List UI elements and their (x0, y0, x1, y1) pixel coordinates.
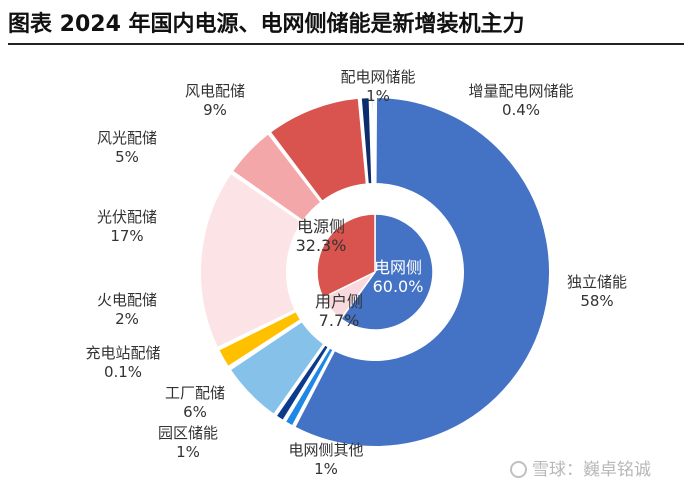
outer-slice-1 (283, 346, 335, 428)
inner-label-电源侧-value: 32.3% (296, 236, 347, 255)
outer-label-4-value: 0.1% (104, 363, 142, 381)
outer-label-10-value: 0.4% (502, 101, 540, 119)
inner-label-用户侧-value: 7.7% (319, 311, 360, 330)
outer-labels: 独立储能58%电网侧其他1%园区储能1%工厂配储6%充电站配储0.1%火电配储2… (85, 68, 627, 478)
snowball-logo-icon (510, 461, 527, 478)
title-rule (8, 43, 684, 45)
outer-label-0-value: 58% (580, 292, 613, 310)
outer-label-5-name: 火电配储 (97, 291, 157, 309)
outer-slice-0 (293, 95, 551, 448)
outer-label-9-value: 1% (366, 87, 390, 105)
outer-label-8-name: 风电配储 (185, 82, 245, 100)
outer-label-4-name: 充电站配储 (85, 344, 160, 362)
inner-slice-2 (316, 213, 376, 299)
outer-label-1-name: 电网侧其他 (288, 441, 363, 459)
outer-label-7-value: 5% (115, 148, 139, 166)
outer-label-1-value: 1% (314, 460, 338, 478)
outer-slice-5 (216, 309, 303, 369)
watermark: 雪球：巍卓铭诚 (510, 455, 651, 480)
outer-slice-9 (359, 96, 374, 186)
outer-label-8-value: 9% (203, 101, 227, 119)
outer-slice-6 (199, 171, 304, 350)
outer-slice-8 (268, 96, 368, 204)
inner-label-电网侧-name: 电网侧 (374, 258, 422, 277)
inner-slice-0 (339, 213, 434, 331)
outer-ring (199, 95, 551, 448)
outer-label-10-name: 增量配电网储能 (468, 82, 573, 100)
inner-label-用户侧-name: 用户侧 (315, 292, 363, 311)
inner-pie (316, 213, 434, 331)
outer-slice-3 (228, 319, 326, 417)
outer-slice-2 (274, 343, 331, 423)
outer-slice-10 (370, 95, 376, 186)
outer-label-3-name: 工厂配储 (165, 384, 225, 402)
outer-label-7-name: 风光配储 (97, 129, 157, 147)
outer-label-2-value: 1% (176, 443, 200, 461)
inner-label-电网侧-value: 60.0% (373, 277, 424, 296)
outer-slice-7 (230, 131, 323, 223)
watermark-text: 雪球：巍卓铭诚 (532, 460, 651, 480)
outer-label-3-value: 6% (183, 403, 207, 421)
outer-label-6-name: 光伏配储 (97, 208, 157, 226)
outer-label-5-value: 2% (115, 310, 139, 328)
outer-label-6-value: 17% (110, 227, 143, 245)
outer-label-9-name: 配电网储能 (340, 68, 415, 86)
outer-label-0-name: 独立储能 (567, 273, 627, 291)
outer-label-2-name: 园区储能 (158, 424, 218, 442)
inner-label-电源侧-name: 电源侧 (297, 217, 345, 236)
chart-title: 图表 2024 年国内电源、电网侧储能是新增装机主力 (8, 12, 525, 37)
